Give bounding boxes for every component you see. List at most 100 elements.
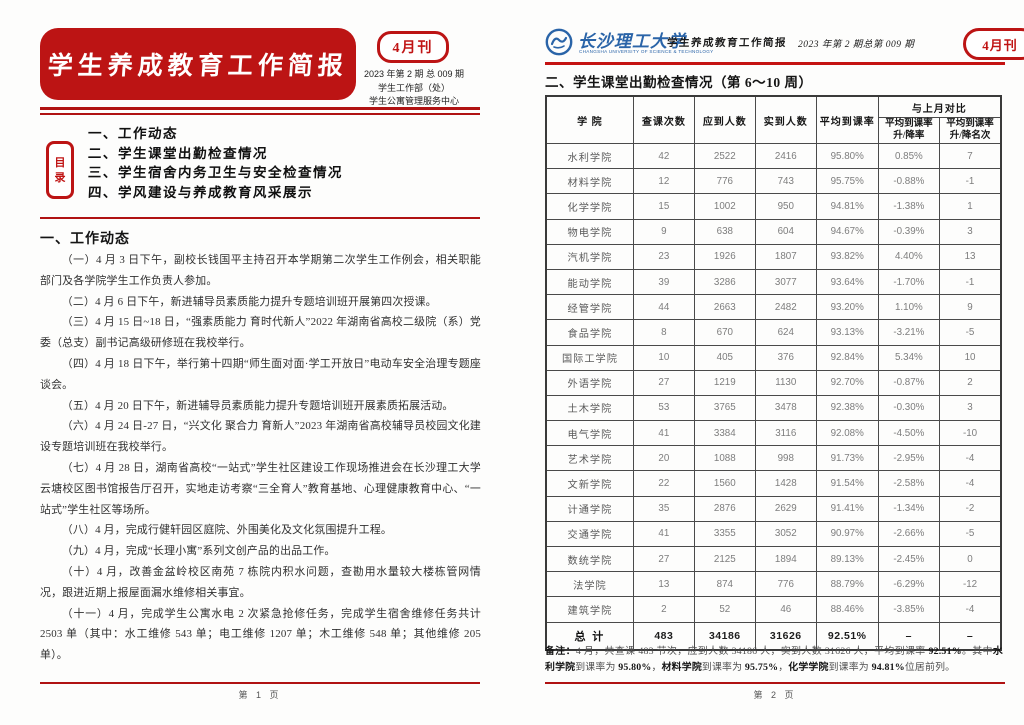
col-header-expected: 应到人数 <box>693 95 756 144</box>
attendance-table-head: 学 院 查课次数 应到人数 实到人数 平均到课率 与上月对比 平均到课率 升/降… <box>545 95 1002 144</box>
page-2-number: 第 2 页 <box>753 690 797 700</box>
table-row: 计通学院 35 2876 2629 91.41% -1.34% -2 <box>545 495 1002 522</box>
table-row: 物电学院 9 638 604 94.67% -0.39% 3 <box>545 218 1002 245</box>
table-row: 汽机学院 23 1926 1807 93.82% 4.40% 13 <box>545 243 1002 270</box>
publisher-line-2: 学生公寓管理服务中心 <box>368 96 459 106</box>
work-update-paragraph: （十一）4 月，完成学生公寓水电 2 次紧急抢修任务，完成学生宿舍维修任务共计 … <box>40 607 481 662</box>
footnote-segment: 4 月，共查课 483 节次，应到人数 34186 人，实到人数 31626 人… <box>575 645 929 657</box>
table-cell: 95.80% <box>815 142 879 170</box>
work-update-paragraph: （八）4 月，完成行健轩园区庭院、外围美化及文化氛围提升工程。 <box>61 524 392 537</box>
table-cell: 93.82% <box>815 243 879 270</box>
table-cell: 1.10% <box>877 294 941 321</box>
table-cell: 52 <box>693 596 756 623</box>
university-logo-icon <box>545 28 573 56</box>
table-cell: 776 <box>693 168 756 195</box>
table-cell: 3478 <box>754 394 817 422</box>
masthead-double-rule <box>40 107 480 115</box>
table-cell: -0.87% <box>877 369 941 396</box>
table-cell: 13 <box>939 243 1002 270</box>
table-cell: 93.20% <box>815 294 879 321</box>
table-cell: -2.95% <box>877 445 941 472</box>
table-cell: 638 <box>693 218 756 245</box>
table-cell: -1.34% <box>877 495 941 522</box>
table-cell: -10 <box>939 420 1002 447</box>
table-cell: 7 <box>939 142 1002 170</box>
table-cell: 91.73% <box>815 445 879 472</box>
table-cell: 92.51% <box>815 621 879 651</box>
work-update-paragraph: （七）4 月 28 日，湖南省高校“一站式”学生社区建设工作现场推进会在长沙理工… <box>40 461 481 516</box>
table-cell: 93.64% <box>815 268 879 296</box>
toc-item: 二、学生课堂出勤检查情况 <box>87 145 269 161</box>
university-name-en: CHANGSHA UNIVERSITY OF SCIENCE & TECHNOL… <box>579 49 714 54</box>
table-cell: 1130 <box>754 369 817 396</box>
table-cell: 91.41% <box>815 495 879 522</box>
footnote-segment: 材料学院 <box>661 661 702 673</box>
toc-item: 四、学风建设与养成教育风采展示 <box>87 184 314 200</box>
page-2-header: 长沙理工大学 CHANGSHA UNIVERSITY OF SCIENCE & … <box>545 26 1024 62</box>
table-cell: 4.40% <box>877 243 941 270</box>
table-cell: 776 <box>754 571 817 598</box>
table-row: 外语学院 27 1219 1130 92.70% -0.87% 2 <box>545 369 1002 396</box>
table-cell: 90.97% <box>815 520 879 548</box>
table-cell: 能动学院 <box>545 268 634 296</box>
table-cell: 3077 <box>754 268 817 296</box>
table-cell: – <box>939 621 1002 651</box>
table-cell: -4 <box>939 596 1002 623</box>
table-cell: 94.81% <box>815 193 879 220</box>
table-cell: 化学学院 <box>545 193 634 220</box>
footnote-segment: ， <box>778 661 789 673</box>
table-cell: 汽机学院 <box>545 243 634 270</box>
section-2-title: 二、学生课堂出勤检查情况（第 6～10 周） <box>545 75 813 90</box>
table-footnote: 备注：4 月，共查课 483 节次，应到人数 34186 人，实到人数 3162… <box>545 644 1003 676</box>
table-cell: 2876 <box>693 495 756 522</box>
table-cell: 水利学院 <box>545 142 634 170</box>
table-row: 数统学院 27 2125 1894 89.13% -2.45% 0 <box>545 545 1002 573</box>
table-total-row: 总 计 483 34186 31626 92.51% – – <box>545 621 1002 651</box>
table-cell: 0 <box>939 545 1002 573</box>
university-name-cn: 长沙理工大学 <box>578 32 686 51</box>
table-cell: 材料学院 <box>545 168 634 195</box>
work-update-paragraph: （一）4 月 3 日下午，副校长钱国平主持召开本学期第二次学生工作例会，相关职能… <box>40 254 481 287</box>
table-cell: 食品学院 <box>545 319 634 346</box>
table-cell: 3 <box>939 218 1002 245</box>
issue-month-badge-p2-label: 4月刊 <box>982 37 1018 53</box>
table-cell: 1088 <box>693 445 756 472</box>
section-1-title: 一、工作动态 <box>40 232 130 247</box>
page-1-number: 第 1 页 <box>238 690 282 700</box>
table-cell: -3.21% <box>877 319 941 346</box>
table-cell: -4 <box>939 470 1002 497</box>
table-cell: 交通学院 <box>545 520 634 548</box>
table-cell: 3384 <box>693 420 756 447</box>
toc-list: 一、工作动态 二、学生课堂出勤检查情况 三、学生宿舍内务卫生与安全检查情况 四、学风建… <box>88 124 468 202</box>
col-header-rank-change: 平均到课率 升/降名次 <box>939 117 1002 144</box>
footnote-segment: 化学学院 <box>788 661 829 673</box>
footnote-segment: 95.75% <box>744 661 779 673</box>
masthead-title: 学生养成教育工作简报 <box>46 53 349 80</box>
table-cell: 39 <box>632 268 695 296</box>
page-1-footer-rule <box>40 682 480 684</box>
table-cell: 1560 <box>693 470 756 497</box>
table-cell: -6.29% <box>877 571 941 598</box>
table-cell: 483 <box>632 621 695 651</box>
table-cell: -2.45% <box>877 545 941 573</box>
col-header-actual: 实到人数 <box>754 95 817 144</box>
table-cell: 31626 <box>754 621 817 651</box>
toc-label-char-2: 录 <box>54 171 66 184</box>
table-cell: 22 <box>632 470 695 497</box>
table-cell: 3355 <box>693 520 756 548</box>
footnote-segment: 备注： <box>545 645 576 657</box>
footnote-segment: 到课率为 <box>701 661 745 673</box>
rate-change-line-2: 升/降率 <box>893 130 925 141</box>
table-cell: 3052 <box>754 520 817 548</box>
table-row: 法学院 13 874 776 88.79% -6.29% -12 <box>545 571 1002 598</box>
table-cell: 1219 <box>693 369 756 396</box>
footnote-segment: 到课率为 <box>828 661 872 673</box>
table-cell: -2.66% <box>877 520 941 548</box>
table-cell: 92.70% <box>815 369 879 396</box>
col-header-college: 学 院 <box>545 95 634 144</box>
table-cell: 数统学院 <box>545 545 634 573</box>
table-cell: 2416 <box>754 142 817 170</box>
table-row: 化学学院 15 1002 950 94.81% -1.38% 1 <box>545 193 1002 220</box>
table-cell: 总 计 <box>545 621 634 651</box>
table-cell: 1 <box>939 193 1002 220</box>
